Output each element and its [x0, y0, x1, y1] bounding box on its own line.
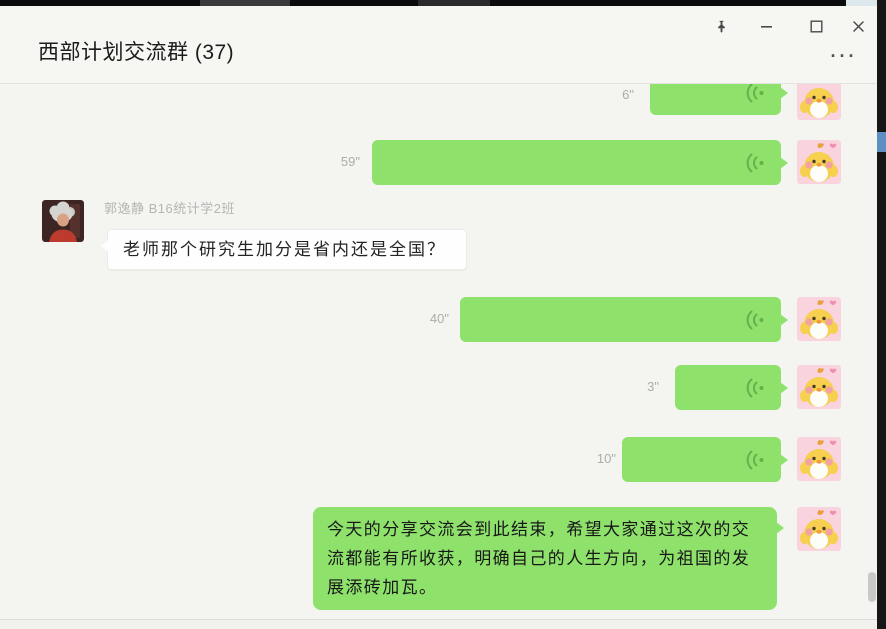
pin-icon	[717, 20, 725, 33]
background-window-fragment	[418, 0, 490, 8]
voice-message-bubble[interactable]	[675, 365, 788, 410]
avatar[interactable]	[797, 507, 841, 551]
avatar[interactable]	[797, 437, 841, 481]
voice-duration: 10"	[596, 451, 616, 466]
voice-message-bubble[interactable]	[460, 297, 788, 342]
message-text: 今天的分享交流会到此结束，希望大家通过这次的交流都能有所收获，明确自己的人生方向…	[327, 520, 751, 597]
pin-button[interactable]	[706, 12, 736, 40]
message-text: 老师那个研究生加分是省内还是全国？	[123, 240, 446, 259]
chick-sticker-avatar	[797, 365, 841, 409]
minimize-button[interactable]	[751, 12, 781, 40]
voice-wave-icon	[746, 450, 764, 469]
voice-wave-icon	[746, 310, 764, 329]
avatar[interactable]	[797, 84, 841, 120]
window-bottom-edge	[0, 620, 877, 629]
scrollbar-thumb[interactable]	[868, 572, 876, 602]
text-message-bubble[interactable]: 今天的分享交流会到此结束，希望大家通过这次的交流都能有所收获，明确自己的人生方向…	[313, 507, 784, 610]
chick-sticker-avatar	[797, 84, 841, 120]
background-window-fragment	[877, 132, 886, 152]
voice-wave-icon	[746, 84, 764, 102]
maximize-button[interactable]	[801, 12, 831, 40]
chick-sticker-avatar	[797, 507, 841, 551]
chat-title: 西部计划交流群 (37)	[38, 41, 235, 64]
chick-sticker-avatar	[797, 140, 841, 184]
chick-sticker-avatar	[797, 437, 841, 481]
avatar[interactable]	[797, 140, 841, 184]
minimize-icon	[760, 25, 772, 28]
window-bottom-divider	[0, 619, 877, 620]
voice-duration: 40"	[429, 311, 449, 326]
avatar[interactable]	[42, 200, 84, 242]
person-avatar	[42, 200, 84, 242]
voice-message-bubble[interactable]	[650, 84, 788, 115]
maximize-icon	[810, 20, 823, 33]
chat-message-area[interactable]: 6" 59" 郭逸静 B16统计学2班 老师那个研究生加分是省内还是全国？	[0, 84, 877, 619]
close-icon	[852, 20, 864, 32]
voice-wave-icon	[746, 378, 764, 397]
sender-name: 郭逸静 B16统计学2班	[104, 201, 235, 216]
more-menu-button[interactable]: ···	[830, 46, 858, 66]
close-button[interactable]	[843, 12, 873, 40]
background-window-fragment	[846, 0, 877, 6]
avatar[interactable]	[797, 297, 841, 341]
voice-message-bubble[interactable]	[622, 437, 788, 482]
chick-sticker-avatar	[797, 297, 841, 341]
titlebar-divider	[0, 83, 877, 84]
background-window-fragment	[200, 0, 290, 8]
voice-wave-icon	[746, 153, 764, 172]
background-window-right-edge	[877, 0, 886, 629]
text-message-bubble[interactable]: 老师那个研究生加分是省内还是全国？	[101, 229, 467, 270]
voice-duration: 3"	[647, 379, 659, 394]
titlebar: 西部计划交流群 (37) ···	[0, 6, 877, 84]
wechat-chat-window: 西部计划交流群 (37) ···	[0, 6, 877, 629]
voice-message-bubble[interactable]	[372, 140, 788, 185]
voice-duration: 59"	[340, 154, 360, 169]
voice-duration: 6"	[622, 87, 634, 102]
avatar[interactable]	[797, 365, 841, 409]
